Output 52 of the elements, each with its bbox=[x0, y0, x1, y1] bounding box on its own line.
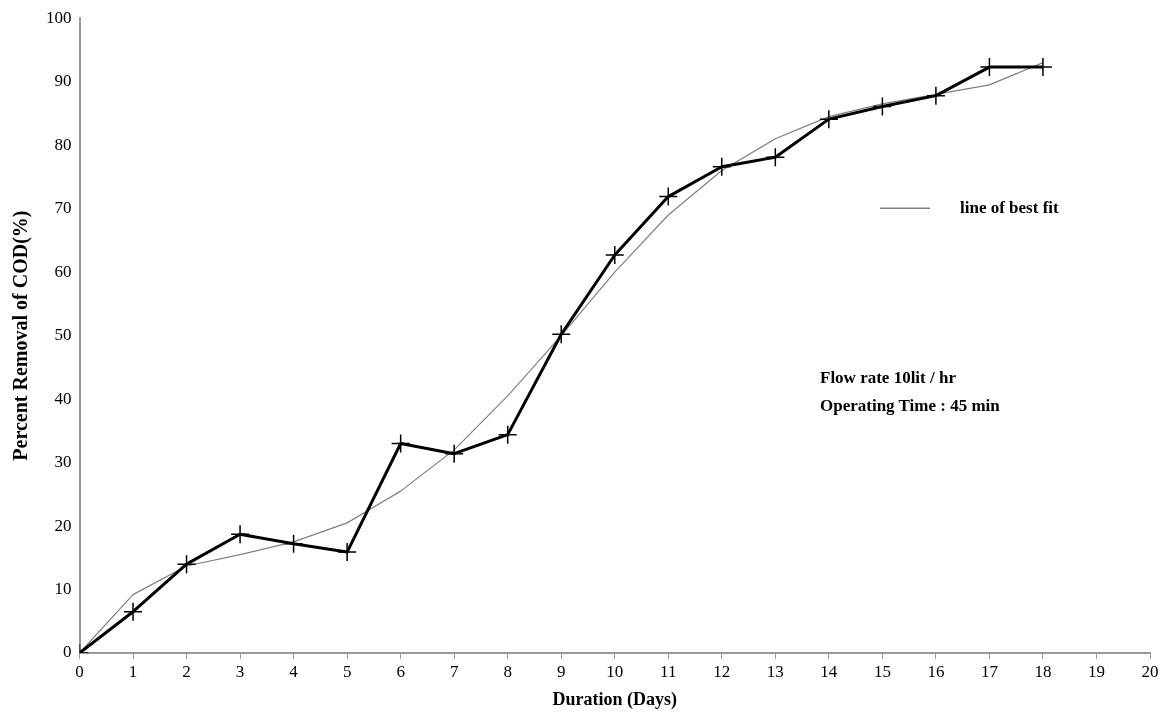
x-tick-label: 4 bbox=[289, 661, 299, 681]
y-tick-label: 40 bbox=[54, 388, 72, 408]
x-tick-label: 10 bbox=[606, 661, 624, 681]
y-tick-label: 0 bbox=[63, 642, 72, 662]
x-tick-label: 9 bbox=[556, 661, 566, 681]
y-tick-label: 20 bbox=[54, 515, 72, 535]
annotation: Flow rate 10lit / hr bbox=[820, 367, 957, 387]
x-tick-label: 11 bbox=[660, 661, 677, 681]
x-tick-label: 13 bbox=[766, 661, 784, 681]
x-tick-label: 17 bbox=[980, 661, 999, 681]
y-tick-label: 10 bbox=[54, 578, 72, 598]
x-tick-label: 8 bbox=[503, 661, 512, 681]
point bbox=[230, 524, 250, 545]
y-tick-label: 90 bbox=[54, 71, 72, 91]
point bbox=[712, 156, 732, 177]
point bbox=[283, 534, 304, 554]
legend-label: line of best fit bbox=[960, 197, 1060, 217]
point bbox=[605, 245, 625, 265]
annotation: Operating Time : 45 min bbox=[820, 395, 1001, 415]
x-tick-label: 20 bbox=[1141, 661, 1159, 681]
x-tick-label: 16 bbox=[927, 661, 945, 681]
point bbox=[551, 324, 571, 345]
point bbox=[390, 433, 411, 454]
x-tick-label: 15 bbox=[873, 661, 891, 681]
x-tick-label: 12 bbox=[713, 661, 731, 681]
y-tick-label: 70 bbox=[54, 198, 72, 218]
point bbox=[658, 186, 679, 207]
point bbox=[337, 542, 357, 562]
y-tick-label: 100 bbox=[46, 7, 72, 27]
x-tick-label: 14 bbox=[820, 661, 838, 681]
y-tick-label: 60 bbox=[54, 261, 72, 281]
x-tick-label: 2 bbox=[182, 661, 191, 681]
point bbox=[765, 147, 786, 167]
point bbox=[819, 109, 839, 129]
point bbox=[497, 424, 518, 445]
y-tick-label: 80 bbox=[54, 134, 72, 154]
y-tick-label: 50 bbox=[54, 325, 72, 345]
point bbox=[444, 443, 464, 464]
point bbox=[123, 601, 143, 622]
x-tick-label: 1 bbox=[128, 661, 138, 681]
x-tick-label: 19 bbox=[1087, 661, 1105, 681]
x-tick-label: 3 bbox=[235, 661, 245, 681]
x-axis-title: Duration (Days) bbox=[552, 688, 677, 710]
point bbox=[926, 85, 946, 106]
x-tick-label: 18 bbox=[1034, 661, 1052, 681]
y-tick-label: 30 bbox=[54, 452, 72, 472]
x-tick-label: 6 bbox=[396, 661, 405, 681]
y-axis-title: Percent Removal of COD(%) bbox=[9, 210, 33, 461]
x-tick-label: 5 bbox=[342, 661, 352, 681]
point bbox=[872, 96, 893, 117]
x-tick-label: 7 bbox=[449, 661, 459, 681]
point bbox=[176, 554, 197, 574]
